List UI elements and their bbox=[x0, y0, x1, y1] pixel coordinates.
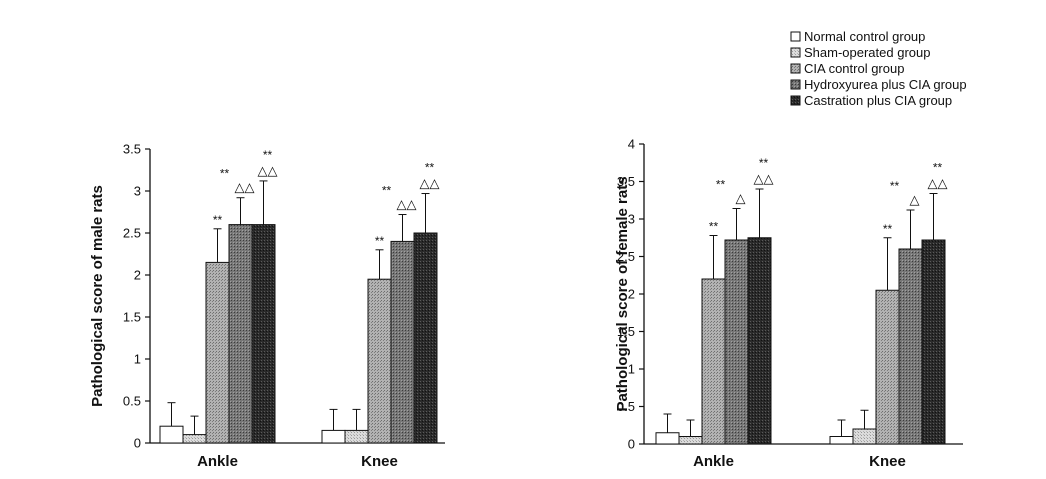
y-tick-label: 3.5 bbox=[617, 174, 635, 189]
bar bbox=[747, 237, 772, 445]
bar bbox=[182, 434, 207, 444]
significance-triangle: △△ bbox=[754, 172, 774, 187]
category-label: Knee bbox=[869, 453, 906, 470]
y-tick-label: 0.5 bbox=[617, 399, 635, 414]
significance-triangle: △ bbox=[736, 192, 746, 207]
significance-stars: ** bbox=[709, 220, 719, 234]
y-tick-label: 4 bbox=[628, 137, 635, 152]
bar bbox=[829, 436, 854, 445]
y-axis-label: Pathological score of female rats bbox=[614, 176, 631, 411]
y-tick-label: 2 bbox=[134, 268, 141, 283]
legend-swatch bbox=[790, 47, 801, 58]
legend-item: Sham-operated group bbox=[790, 45, 930, 60]
y-tick-label: 1 bbox=[134, 352, 141, 367]
bar bbox=[344, 429, 369, 444]
legend-item: Castration plus CIA group bbox=[790, 93, 952, 108]
legend-item: Hydroxyurea plus CIA group bbox=[790, 77, 967, 92]
significance-triangle: △△ bbox=[420, 177, 440, 192]
significance-triangle: △△ bbox=[258, 164, 278, 179]
bar bbox=[655, 432, 680, 445]
legend-swatch bbox=[790, 63, 801, 74]
legend-label: Sham-operated group bbox=[804, 45, 930, 60]
significance-stars: ** bbox=[220, 167, 230, 181]
bar bbox=[413, 232, 438, 444]
chart-female-rats: 0 0.5 1 1.5 2 2.5 3 3.5 4 Pathological score of f… bbox=[614, 137, 963, 470]
y-tick-label: 3.5 bbox=[123, 142, 141, 157]
bar bbox=[251, 224, 276, 444]
y-tick-label: 1.5 bbox=[123, 310, 141, 325]
bar bbox=[678, 436, 703, 445]
significance-stars: ** bbox=[883, 222, 893, 236]
significance-stars: ** bbox=[382, 184, 392, 198]
y-tick-label: 1.5 bbox=[617, 324, 635, 339]
bar bbox=[228, 224, 253, 444]
legend-label: Castration plus CIA group bbox=[804, 93, 952, 108]
bar bbox=[390, 240, 415, 444]
y-tick-label: 2.5 bbox=[123, 226, 141, 241]
bar bbox=[921, 239, 946, 445]
bar bbox=[159, 425, 184, 444]
legend-item: Normal control group bbox=[790, 29, 925, 44]
bar bbox=[724, 239, 749, 445]
y-tick-label: 2.5 bbox=[617, 249, 635, 264]
significance-triangle: △△ bbox=[235, 181, 255, 196]
y-tick-label: 0 bbox=[134, 436, 141, 451]
bar bbox=[367, 278, 392, 444]
y-tick-label: 1 bbox=[628, 362, 635, 377]
significance-triangle: △ bbox=[910, 193, 920, 208]
category-label: Knee bbox=[361, 453, 398, 470]
significance-stars: ** bbox=[759, 156, 769, 170]
significance-stars: ** bbox=[716, 178, 726, 192]
bar bbox=[898, 248, 923, 445]
significance-stars: ** bbox=[890, 179, 900, 193]
legend-swatch bbox=[790, 95, 801, 106]
bar bbox=[852, 428, 877, 445]
bar bbox=[701, 278, 726, 445]
legend: Normal control group Sham-operated group… bbox=[790, 29, 967, 108]
category-label: Ankle bbox=[693, 453, 734, 470]
legend-swatch bbox=[790, 31, 801, 42]
y-tick-label: 0 bbox=[628, 437, 635, 452]
legend-label: CIA control group bbox=[804, 61, 904, 76]
significance-triangle: △△ bbox=[928, 177, 948, 192]
y-tick-label: 0.5 bbox=[123, 394, 141, 409]
y-axis-label: Pathological score of male rats bbox=[89, 185, 106, 407]
category-label: Ankle bbox=[197, 453, 238, 470]
legend-item: CIA control group bbox=[790, 61, 904, 76]
significance-stars: ** bbox=[425, 161, 435, 175]
y-tick-label: 2 bbox=[628, 287, 635, 302]
y-tick-label: 3 bbox=[628, 212, 635, 227]
significance-stars: ** bbox=[375, 234, 385, 248]
legend-label: Hydroxyurea plus CIA group bbox=[804, 77, 967, 92]
significance-stars: ** bbox=[933, 161, 943, 175]
significance-stars: ** bbox=[263, 148, 273, 162]
bar bbox=[205, 261, 230, 444]
bar bbox=[875, 289, 900, 445]
significance-triangle: △△ bbox=[397, 198, 417, 213]
legend-swatch bbox=[790, 79, 801, 90]
bar bbox=[321, 429, 346, 444]
y-tick-label: 3 bbox=[134, 184, 141, 199]
significance-stars: ** bbox=[213, 213, 223, 227]
legend-label: Normal control group bbox=[804, 29, 925, 44]
chart-male-rats: 0 0.5 1 1.5 2 2.5 3 3.5 Pathological score of ma… bbox=[89, 142, 445, 470]
